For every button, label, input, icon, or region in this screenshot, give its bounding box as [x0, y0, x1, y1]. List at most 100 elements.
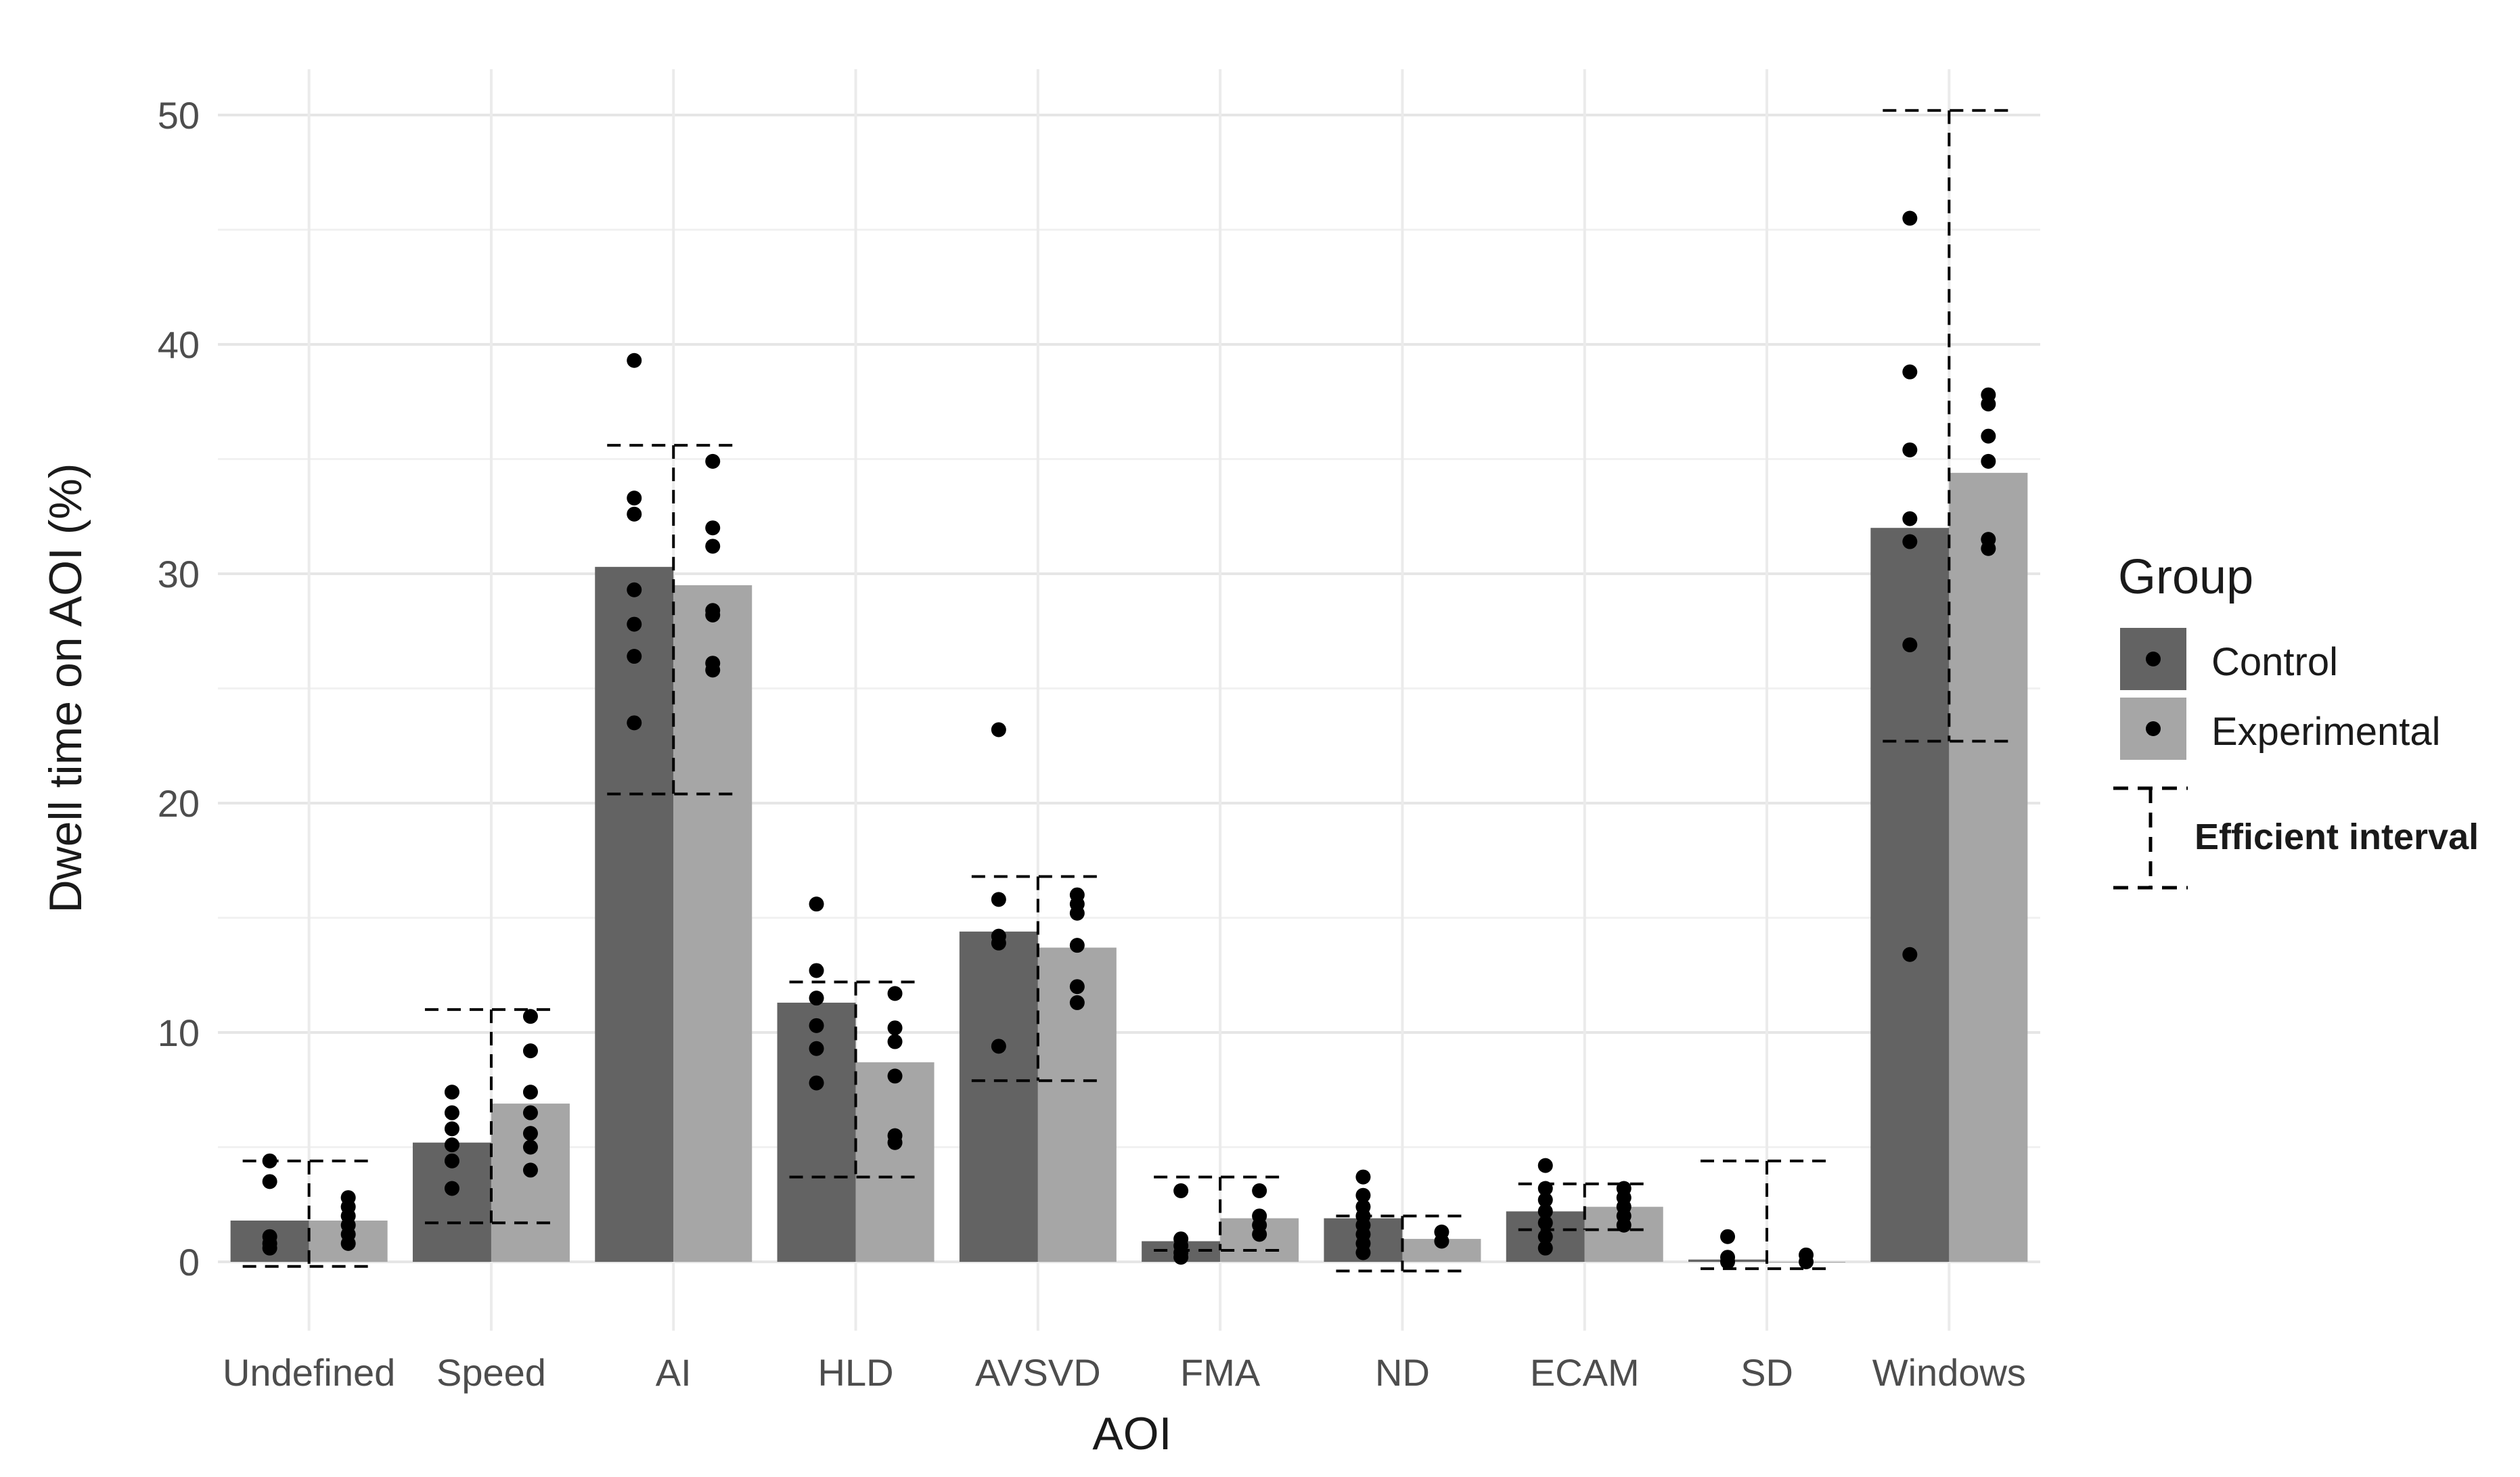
legend-label-experimental: Experimental — [2211, 710, 2440, 754]
y-tick-labels: 0 10 20 30 40 50 — [158, 94, 200, 1283]
point-control-undefined — [262, 1153, 277, 1168]
point-experimental-avsvd — [1069, 979, 1085, 995]
legend: Group Control Experimental Efficient int… — [2113, 550, 2479, 890]
point-control-fma — [1173, 1250, 1189, 1265]
legend-dot-experimental — [2146, 721, 2161, 736]
point-control-windows — [1902, 511, 1918, 526]
bar-experimental-ai — [673, 585, 752, 1262]
legend-label-efficient-interval: Efficient interval — [2195, 817, 2479, 857]
bar-experimental-windows — [1949, 472, 2028, 1262]
point-control-undefined — [262, 1240, 277, 1256]
point-experimental-speed — [522, 1105, 538, 1120]
point-control-ecam — [1537, 1192, 1553, 1208]
point-control-hld — [809, 896, 824, 912]
point-experimental-speed — [522, 1126, 538, 1141]
point-control-ai — [627, 616, 642, 632]
y-tick-label: 0 — [179, 1241, 200, 1283]
point-control-windows — [1902, 637, 1918, 653]
legend-label-control: Control — [2211, 640, 2338, 684]
y-tick-label: 40 — [158, 323, 200, 366]
legend-item-experimental: Experimental — [2120, 698, 2440, 760]
point-experimental-ai — [705, 662, 721, 678]
point-experimental-ai — [705, 608, 721, 623]
point-control-nd — [1355, 1245, 1371, 1260]
legend-item-efficient-interval: Efficient interval — [2113, 786, 2479, 890]
bar-control-ai — [595, 566, 674, 1262]
point-experimental-hld — [887, 986, 903, 1001]
point-control-hld — [809, 991, 824, 1006]
point-experimental-ecam — [1616, 1217, 1632, 1233]
y-tick-label: 50 — [158, 94, 200, 137]
bar-experimental-avsvd — [1037, 947, 1117, 1262]
x-tick-label: Windows — [1872, 1351, 2026, 1394]
point-experimental-hld — [887, 1034, 903, 1049]
point-control-ai — [627, 506, 642, 522]
point-control-ecam — [1537, 1181, 1553, 1196]
point-control-ecam — [1537, 1158, 1553, 1173]
x-tick-label: SD — [1740, 1351, 1793, 1394]
point-experimental-ai — [705, 453, 721, 469]
point-control-ai — [627, 353, 642, 368]
point-experimental-speed — [522, 1043, 538, 1059]
x-tick-label: ND — [1375, 1351, 1430, 1394]
point-control-windows — [1902, 210, 1918, 226]
x-tick-label: AI — [656, 1351, 692, 1394]
data-points — [262, 210, 1996, 1269]
point-experimental-undefined — [340, 1235, 356, 1251]
x-tick-label: HLD — [818, 1351, 894, 1394]
point-control-ecam — [1537, 1229, 1553, 1244]
point-experimental-sd — [1799, 1254, 1814, 1269]
bar-experimental-hld — [855, 1062, 935, 1262]
point-control-ai — [627, 491, 642, 506]
point-control-speed — [444, 1121, 459, 1137]
x-tick-label: Undefined — [223, 1351, 395, 1394]
point-experimental-avsvd — [1069, 938, 1085, 953]
point-experimental-nd — [1434, 1233, 1449, 1249]
point-control-undefined — [262, 1174, 277, 1189]
point-control-hld — [809, 1018, 824, 1033]
legend-dot-control — [2146, 652, 2161, 666]
point-control-fma — [1173, 1183, 1189, 1198]
point-control-ai — [627, 649, 642, 664]
point-control-windows — [1902, 442, 1918, 457]
x-tick-labels: Undefined Speed AI HLD AVSVD FMA ND ECAM SD Windo… — [223, 1351, 2026, 1394]
point-control-hld — [809, 963, 824, 978]
x-axis-title: AOI — [1092, 1408, 1171, 1459]
bar-control-avsvd — [959, 931, 1038, 1262]
bars — [230, 472, 2028, 1263]
point-control-windows — [1902, 364, 1918, 380]
y-axis-title: Dwell time on AOI (%) — [40, 463, 91, 913]
point-control-avsvd — [991, 1039, 1006, 1054]
point-control-avsvd — [991, 935, 1006, 951]
point-experimental-windows — [1981, 396, 1996, 412]
point-experimental-avsvd — [1069, 995, 1085, 1010]
point-experimental-speed — [522, 1009, 538, 1024]
point-experimental-windows — [1981, 428, 1996, 444]
point-experimental-ai — [705, 520, 721, 536]
y-tick-label: 10 — [158, 1012, 200, 1054]
point-control-speed — [444, 1181, 459, 1196]
point-control-sd — [1720, 1229, 1736, 1244]
point-experimental-speed — [522, 1162, 538, 1178]
point-control-speed — [444, 1105, 459, 1120]
point-control-ai — [627, 715, 642, 731]
point-experimental-avsvd — [1069, 905, 1085, 921]
point-control-nd — [1355, 1187, 1371, 1203]
point-experimental-windows — [1981, 541, 1996, 556]
point-experimental-fma — [1252, 1227, 1267, 1242]
point-experimental-hld — [887, 1135, 903, 1150]
point-control-speed — [444, 1137, 459, 1153]
point-control-nd — [1355, 1169, 1371, 1185]
point-control-speed — [444, 1153, 459, 1168]
efficient-intervals — [242, 109, 2016, 1273]
y-tick-label: 30 — [158, 553, 200, 595]
point-control-ai — [627, 582, 642, 597]
x-tick-label: Speed — [436, 1351, 546, 1394]
point-experimental-speed — [522, 1085, 538, 1100]
x-tick-label: ECAM — [1530, 1351, 1640, 1394]
y-tick-label: 20 — [158, 782, 200, 825]
point-experimental-hld — [887, 1068, 903, 1084]
point-control-hld — [809, 1041, 824, 1056]
point-control-windows — [1902, 947, 1918, 962]
